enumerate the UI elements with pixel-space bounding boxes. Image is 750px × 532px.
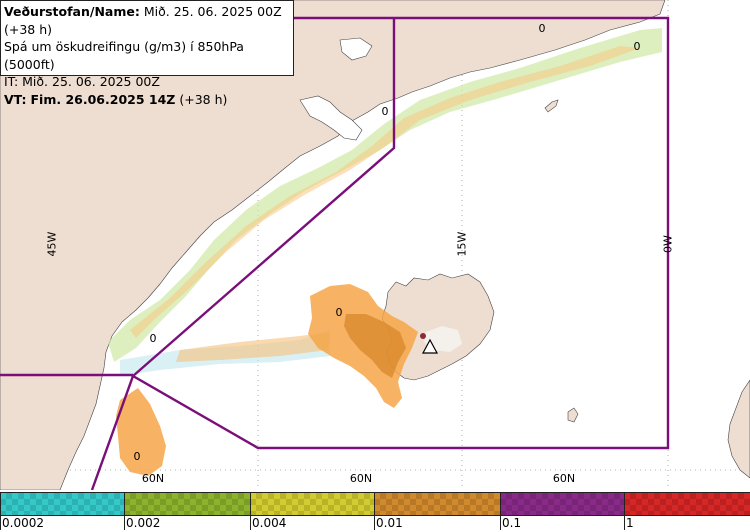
meridian-label-45w: 45W [46,231,59,256]
parallel-label-60n: 60N [142,472,164,485]
legend-label: 1 [626,516,634,530]
legend-segment-1 [0,492,124,516]
ash-dispersion-map: 45W 15W 0W 60N 60N 60N 0 0 0 0 0 0 [0,0,750,490]
legend-tick [250,492,251,530]
legend-label: 0.0002 [2,516,44,530]
shetland-islands [567,407,579,423]
contour-label: 0 [150,332,157,345]
meridian-label-0w: 0W [662,235,675,253]
legend-label: 0.01 [376,516,403,530]
legend-tick [0,492,1,530]
contour-label: 0 [634,40,641,53]
greenland-landmass [0,0,666,490]
legend-segment-6 [624,492,750,516]
scandinavia-coast [727,379,750,479]
fjord-water [299,95,363,141]
legend-tick [624,492,625,530]
jan-mayen-island [544,99,559,113]
info-line-description: Spá um öskudreifingu (g/m3) í 850hPa (50… [4,39,244,72]
meridian-label-15w: 15W [456,231,469,256]
contour-label: 0 [134,450,141,463]
legend-label: 0.1 [502,516,522,530]
ash-plume-light [108,28,662,376]
volcano-marker [420,333,439,354]
info-value-name: Mið. 25. 06. 2025 00Z (+38 h) [4,4,282,37]
parallel-label-60n: 60N [350,472,372,485]
legend-segment-4 [374,492,500,516]
info-suffix-vt: (+38 h) [179,91,228,107]
contour-label: 0 [539,22,546,35]
ash-plume-main [116,284,418,476]
legend-tick [374,492,375,530]
legend-segment-5 [500,492,624,516]
legend-segment-3 [250,492,374,516]
contour-label: 0 [382,105,389,118]
info-label-name: Veðurstofan/Name: [4,4,140,19]
legend-tick [124,492,125,530]
contour-label: 0 [336,306,343,319]
parallel-label-60n: 60N [553,472,575,485]
info-label-vt: VT: [4,91,27,107]
region-boundary [0,16,670,490]
concentration-legend: 0.0002 0.002 0.004 0.01 0.1 1 [0,490,750,532]
info-line-valid-time: VT: Fim. 26.06.2025 14Z (+38 h) [4,91,290,109]
legend-label: 0.002 [126,516,161,530]
fjord-water [339,37,373,61]
info-line-issuer: Veðurstofan/Name: Mið. 25. 06. 2025 00Z … [4,3,290,38]
info-line-issue-time: IT: Mið. 25. 06. 2025 00Z [4,74,160,89]
legend-tick [500,492,501,530]
forecast-info-box: Veðurstofan/Name: Mið. 25. 06. 2025 00Z … [0,0,294,107]
info-value-vt: Fim. 26.06.2025 14Z [30,91,176,107]
legend-segment-2 [124,492,250,516]
legend-label: 0.004 [252,516,287,530]
